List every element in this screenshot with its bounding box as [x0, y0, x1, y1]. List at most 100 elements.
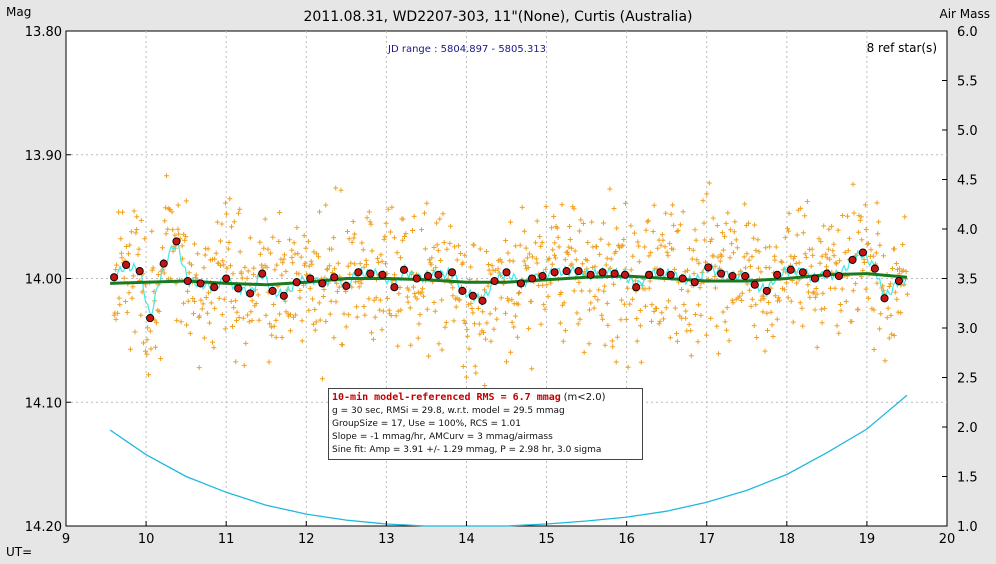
raw-point	[144, 351, 150, 357]
raw-point	[622, 200, 628, 206]
raw-point	[714, 223, 720, 228]
y2-tick-label: 6.0	[957, 25, 978, 40]
raw-point	[630, 253, 636, 259]
raw-point	[893, 261, 899, 266]
raw-point	[853, 281, 859, 287]
group-mean-point	[528, 274, 537, 283]
raw-point	[366, 209, 372, 215]
raw-point	[114, 262, 120, 268]
raw-point	[130, 284, 136, 290]
raw-point	[804, 199, 810, 204]
raw-point	[552, 252, 557, 258]
raw-point	[683, 315, 689, 321]
raw-point	[189, 262, 194, 268]
raw-point	[460, 260, 466, 266]
raw-point	[136, 246, 142, 252]
y-tick-label: 14.00	[25, 273, 62, 288]
raw-point	[889, 266, 895, 271]
raw-point	[144, 337, 150, 343]
raw-point	[350, 219, 356, 224]
raw-point	[846, 235, 852, 241]
raw-point	[416, 321, 422, 327]
raw-point	[769, 322, 775, 328]
raw-point	[402, 234, 407, 239]
y2-tick-label: 1.5	[957, 471, 978, 486]
raw-point	[212, 305, 218, 311]
raw-point	[134, 227, 140, 232]
raw-point	[126, 290, 132, 296]
raw-point	[614, 334, 620, 340]
group-mean-point	[110, 273, 119, 282]
raw-point	[263, 312, 269, 318]
raw-point	[257, 239, 263, 245]
raw-point	[264, 264, 270, 270]
raw-point	[731, 250, 736, 256]
y2-tick-label: 2.5	[957, 372, 978, 387]
raw-point	[211, 345, 217, 351]
smoothed-curve	[113, 237, 906, 318]
raw-point	[734, 245, 740, 251]
raw-point	[666, 298, 672, 304]
raw-point	[545, 293, 551, 299]
raw-point	[370, 336, 376, 342]
raw-point	[704, 191, 710, 197]
raw-point	[138, 312, 144, 318]
raw-point	[834, 323, 840, 329]
y2-tick-label: 3.0	[957, 322, 978, 337]
raw-point	[118, 236, 124, 242]
raw-point	[632, 278, 638, 284]
raw-point	[236, 210, 241, 216]
raw-point	[269, 332, 275, 338]
raw-point	[234, 309, 240, 315]
raw-point	[806, 289, 811, 295]
raw-point	[635, 239, 641, 245]
group-mean-point	[870, 264, 879, 273]
raw-point	[400, 237, 406, 243]
raw-point	[528, 298, 534, 304]
raw-point	[708, 315, 714, 321]
raw-point	[746, 257, 752, 263]
raw-point	[347, 271, 353, 277]
raw-point	[609, 338, 615, 344]
raw-point	[115, 310, 121, 316]
raw-point	[408, 342, 414, 348]
raw-point	[206, 290, 211, 296]
raw-point	[523, 262, 528, 268]
raw-point	[770, 334, 776, 339]
raw-point	[336, 284, 342, 290]
raw-point	[885, 305, 891, 311]
group-mean-point	[810, 274, 819, 283]
raw-point	[462, 321, 468, 326]
raw-point	[664, 249, 670, 255]
raw-point	[683, 308, 689, 314]
raw-point	[720, 309, 726, 315]
raw-point	[819, 320, 825, 326]
raw-point	[433, 265, 439, 271]
raw-point	[192, 299, 198, 304]
raw-point	[559, 202, 565, 208]
raw-point	[529, 366, 535, 372]
raw-point	[237, 206, 243, 212]
raw-point	[820, 290, 826, 296]
raw-point	[642, 286, 648, 292]
raw-point	[153, 344, 158, 350]
raw-point	[145, 325, 151, 331]
raw-point	[272, 267, 278, 273]
raw-point	[117, 302, 123, 308]
raw-point	[438, 258, 444, 263]
raw-point	[884, 315, 890, 321]
raw-point	[903, 269, 909, 274]
raw-point	[830, 248, 836, 254]
group-mean-point	[690, 278, 699, 287]
raw-point	[199, 306, 205, 312]
raw-point	[170, 227, 176, 233]
raw-point	[755, 237, 761, 243]
raw-point	[793, 261, 799, 266]
raw-point	[799, 305, 805, 311]
raw-point	[783, 280, 789, 286]
group-mean-point	[342, 281, 351, 290]
raw-point	[832, 285, 838, 291]
raw-point	[451, 318, 457, 324]
raw-point	[183, 198, 189, 204]
